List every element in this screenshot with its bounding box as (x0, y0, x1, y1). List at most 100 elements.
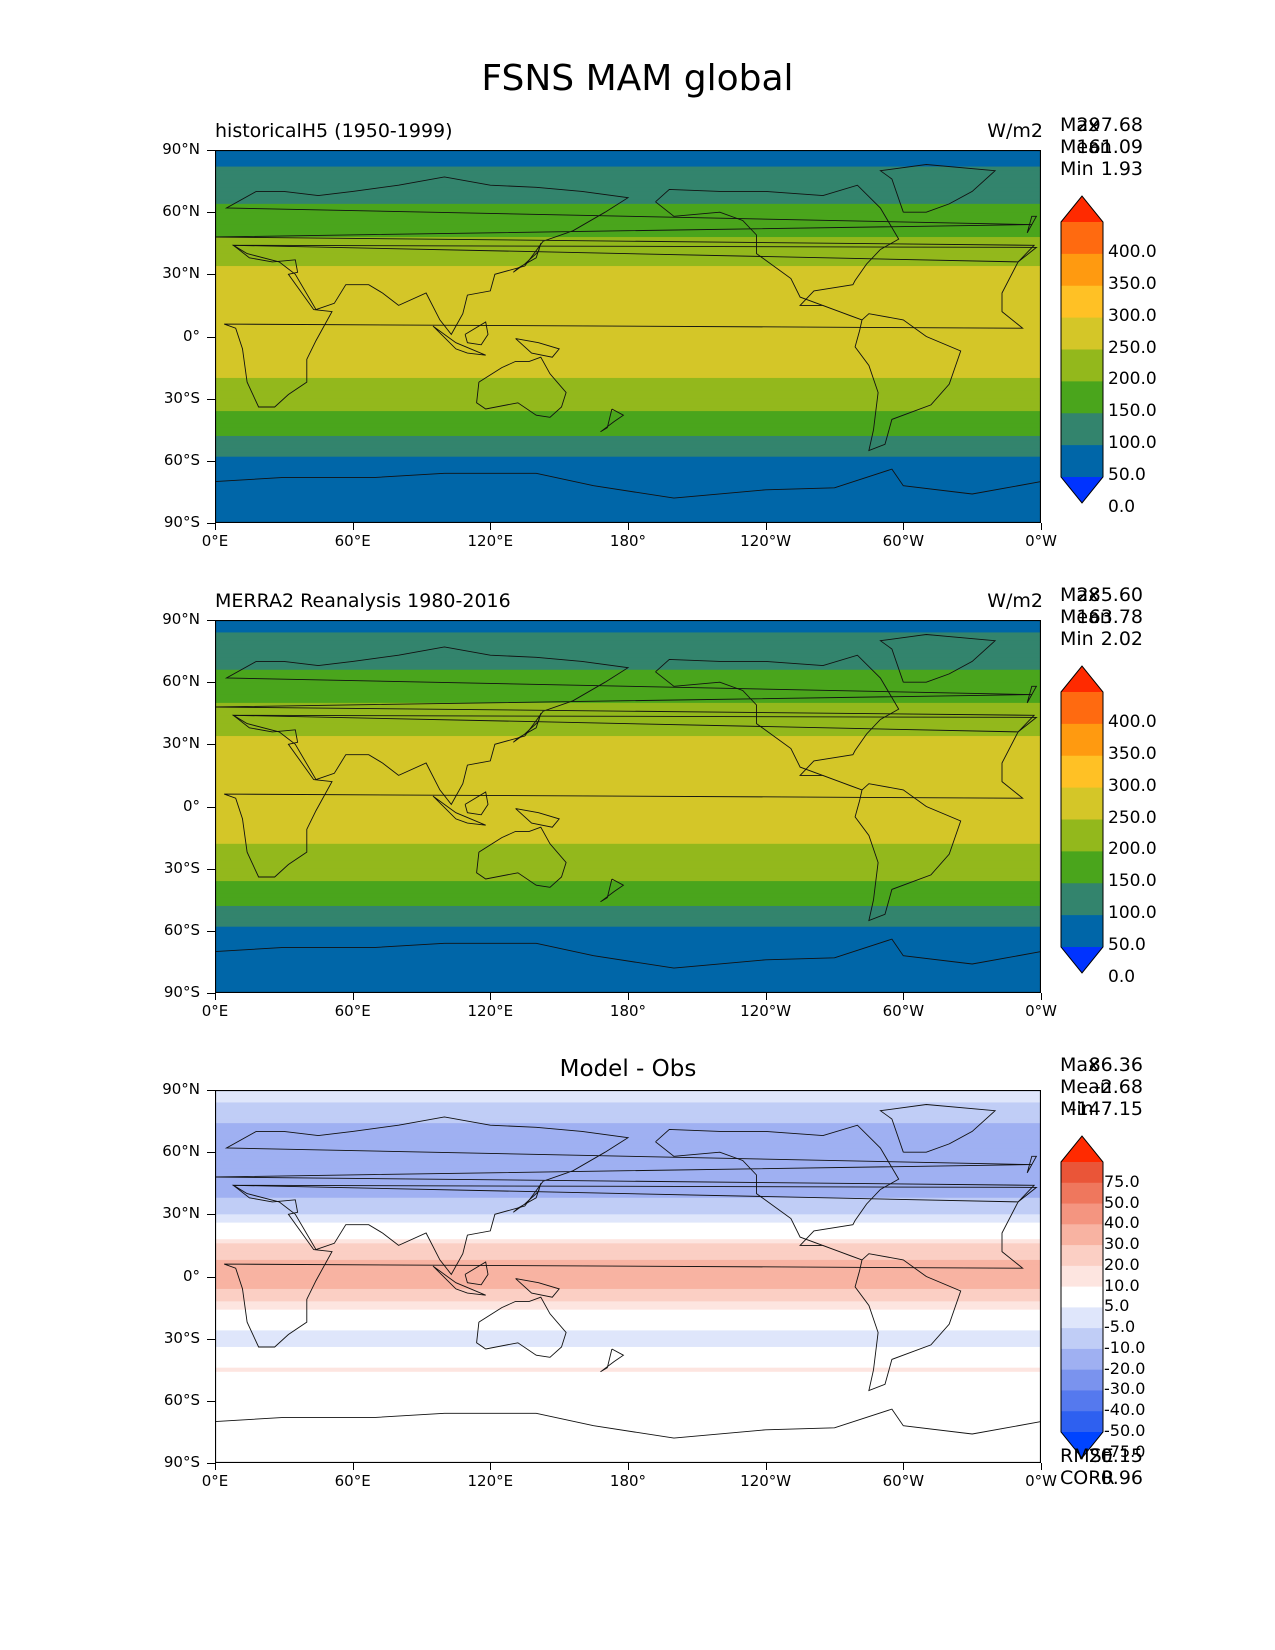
coastline (655, 654, 900, 791)
zonal-band (215, 1197, 1041, 1203)
colorbar-tick-label: 350.0 (1108, 743, 1157, 764)
lon-tick-label: 0°W (1025, 1002, 1057, 1020)
lat-tick-label: 0° (182, 326, 200, 345)
axes-frame (215, 150, 1041, 523)
lon-tick-mark (628, 993, 629, 1000)
figure-title: FSNS MAM global (481, 58, 794, 99)
colorbar (1060, 195, 1104, 508)
zonal-band (215, 456, 1041, 462)
lon-tick-label: 60°W (882, 532, 925, 550)
zonal-band (215, 760, 1041, 766)
colorbar-segment (1061, 317, 1103, 350)
colorbar-segment (1061, 819, 1103, 852)
zonal-band (215, 1218, 1041, 1224)
zonal-band (215, 477, 1041, 483)
zonal-band (215, 1442, 1041, 1448)
zonal-band (215, 1388, 1041, 1394)
zonal-band (215, 872, 1041, 878)
zonal-band (215, 715, 1041, 721)
zonal-band (215, 843, 1041, 849)
zonal-band (215, 216, 1041, 222)
colorbar-segment (1061, 1411, 1103, 1433)
lon-tick-mark (1041, 523, 1042, 530)
lon-tick-label: 120°W (740, 1472, 792, 1490)
max-value: 285.60 (1076, 584, 1143, 606)
coastline (854, 1253, 962, 1392)
zonal-band (215, 644, 1041, 650)
zonal-band (215, 303, 1041, 309)
panel-units: W/m2 (987, 590, 1043, 612)
zonal-band (215, 918, 1041, 924)
zonal-band (215, 649, 1041, 654)
zonal-band (215, 237, 1041, 242)
zonal-band (215, 881, 1041, 886)
zonal-band (215, 723, 1041, 729)
colorbar-tick-label: 0.0 (1108, 496, 1136, 517)
zonal-band (215, 839, 1041, 845)
zonal-band (215, 220, 1041, 226)
zonal-band (215, 1342, 1041, 1348)
zonal-band (215, 1201, 1041, 1207)
lat-tick-mark (207, 274, 215, 276)
zonal-band (215, 1301, 1041, 1307)
lat-tick-mark (207, 993, 215, 994)
zonal-band (215, 1284, 1041, 1290)
zonal-band (215, 514, 1041, 520)
zonal-band (215, 657, 1041, 663)
zonal-band (215, 922, 1041, 928)
colorbar-tick-label: 100.0 (1108, 433, 1157, 454)
zonal-band (215, 682, 1041, 687)
zonal-band (215, 1164, 1041, 1170)
zonal-band (215, 727, 1041, 733)
zonal-band (215, 930, 1041, 936)
zonal-band (215, 963, 1041, 969)
lat-tick-mark (207, 1152, 215, 1154)
lat-tick-mark (207, 806, 215, 808)
zonal-band (215, 1458, 1041, 1463)
zonal-band (215, 1293, 1041, 1298)
colorbar-tick-label: 100.0 (1108, 903, 1157, 924)
coastline (1026, 685, 1038, 704)
max-label: Max (1060, 114, 1100, 136)
zonal-band (215, 943, 1041, 949)
coastline (464, 791, 489, 816)
zonal-band (215, 976, 1041, 982)
colorbar-tick-label: -10.0 (1104, 1337, 1146, 1357)
zonal-band (215, 864, 1041, 870)
lon-tick-label: 120°W (740, 1002, 792, 1020)
zonal-band (215, 847, 1041, 853)
coastline (215, 1116, 1036, 1276)
panel-left-title: historicalH5 (1950-1999) (215, 120, 453, 142)
lon-tick-mark (628, 523, 629, 530)
zonal-band (215, 307, 1041, 313)
lat-tick-label: 60°S (163, 920, 200, 939)
lat-tick-label: 60°N (162, 672, 200, 691)
zonal-band (215, 620, 1041, 625)
zonal-band (215, 489, 1041, 495)
zonal-band (215, 1280, 1041, 1286)
lon-tick-mark (1041, 1463, 1042, 1470)
zonal-band (215, 1247, 1041, 1253)
zonal-band (215, 814, 1041, 820)
coastline (879, 634, 997, 683)
colorbar-extend-max (1061, 666, 1103, 692)
zonal-band (215, 402, 1041, 408)
lat-tick-label: 30°S (163, 858, 200, 877)
zonal-band (215, 427, 1041, 433)
zonal-band (215, 386, 1041, 391)
zonal-band (215, 1177, 1041, 1182)
colorbar-tick-label: 150.0 (1108, 871, 1157, 892)
coastline (655, 184, 900, 321)
lat-tick-mark (207, 1338, 215, 1340)
zonal-band (215, 1090, 1041, 1095)
coastline (512, 243, 542, 273)
coastline (512, 1183, 542, 1213)
zonal-band (215, 394, 1041, 400)
zonal-band (215, 1413, 1041, 1419)
zonal-band (215, 290, 1041, 296)
lon-tick-label: 120°E (467, 1472, 514, 1490)
zonal-band (215, 686, 1041, 692)
rmse-value: 20.15 (1088, 1445, 1143, 1467)
lat-tick-label: 90°N (162, 140, 200, 158)
colorbar-tick-label: -20.0 (1104, 1358, 1146, 1378)
